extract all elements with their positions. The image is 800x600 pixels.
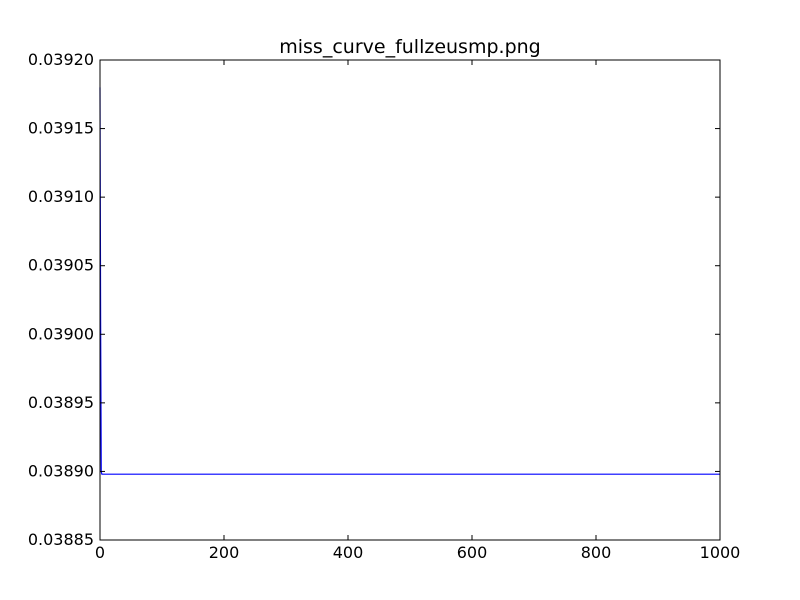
x-axis: 0 200 400 600 800 1000 (95, 60, 740, 562)
plot-frame (99, 59, 721, 541)
y-tick-label: 0.03915 (28, 119, 94, 138)
y-tick-label: 0.03890 (28, 461, 94, 480)
y-tick-label: 0.03905 (28, 256, 94, 275)
x-tick-label: 800 (581, 543, 612, 562)
x-tick-label: 1000 (700, 543, 741, 562)
y-tick-label: 0.03900 (28, 324, 94, 343)
y-tick-label: 0.03910 (28, 187, 94, 206)
x-tick-label: 400 (333, 543, 364, 562)
y-tick-label: 0.03920 (28, 50, 94, 69)
y-tick-label: 0.03885 (28, 530, 94, 549)
y-axis: 0.03885 0.03890 0.03895 0.03900 0.03905 0.039… (28, 50, 720, 549)
x-tick-label: 0 (95, 543, 105, 562)
x-tick-label: 200 (209, 543, 240, 562)
y-tick-label: 0.03895 (28, 393, 94, 412)
x-tick-label: 600 (457, 543, 488, 562)
chart-title: miss_curve_fullzeusmp.png (279, 36, 540, 58)
